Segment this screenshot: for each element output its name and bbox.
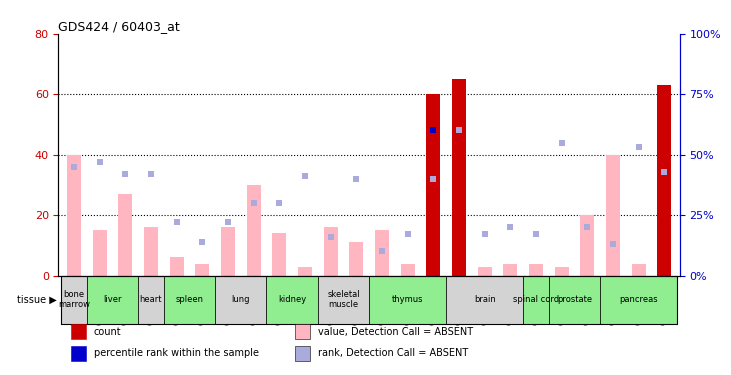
Text: value, Detection Call = ABSENT: value, Detection Call = ABSENT xyxy=(317,327,473,337)
Text: thymus: thymus xyxy=(392,295,423,304)
Bar xyxy=(71,346,86,361)
Bar xyxy=(138,276,164,324)
Bar xyxy=(272,233,287,276)
Bar xyxy=(426,267,440,276)
Bar xyxy=(267,276,318,324)
Bar xyxy=(87,276,138,324)
Bar xyxy=(452,79,466,276)
Text: spinal cord: spinal cord xyxy=(513,295,559,304)
Bar xyxy=(349,242,363,276)
Bar xyxy=(164,276,215,324)
Bar xyxy=(657,218,672,276)
Bar xyxy=(295,346,310,361)
Bar xyxy=(446,276,523,324)
Bar xyxy=(144,227,158,276)
Bar xyxy=(555,267,569,276)
Bar xyxy=(71,324,86,339)
Text: rank, Detection Call = ABSENT: rank, Detection Call = ABSENT xyxy=(317,348,468,358)
Text: GDS424 / 60403_at: GDS424 / 60403_at xyxy=(58,20,181,33)
Bar xyxy=(657,85,672,276)
Bar xyxy=(600,276,677,324)
Bar xyxy=(504,264,518,276)
Bar xyxy=(401,264,414,276)
Bar xyxy=(477,267,492,276)
Bar xyxy=(452,94,466,276)
Bar xyxy=(93,230,107,276)
Bar xyxy=(195,264,209,276)
Bar xyxy=(606,154,620,276)
Bar xyxy=(369,276,446,324)
Text: percentile rank within the sample: percentile rank within the sample xyxy=(94,348,259,358)
Bar xyxy=(324,227,338,276)
Text: skeletal
muscle: skeletal muscle xyxy=(327,290,360,309)
Bar xyxy=(295,324,310,339)
Text: heart: heart xyxy=(140,295,162,304)
Bar xyxy=(170,258,183,276)
Text: tissue ▶: tissue ▶ xyxy=(18,295,57,305)
Bar xyxy=(549,276,600,324)
Bar xyxy=(298,267,312,276)
Bar xyxy=(426,94,440,276)
Bar xyxy=(632,264,645,276)
Text: bone
marrow: bone marrow xyxy=(58,290,90,309)
Text: pancreas: pancreas xyxy=(619,295,658,304)
Bar xyxy=(246,185,261,276)
Bar xyxy=(221,227,235,276)
Bar xyxy=(523,276,549,324)
Text: liver: liver xyxy=(103,295,121,304)
Bar xyxy=(375,230,389,276)
Bar xyxy=(215,276,267,324)
Text: spleen: spleen xyxy=(175,295,203,304)
Bar xyxy=(67,154,81,276)
Text: kidney: kidney xyxy=(278,295,306,304)
Text: prostate: prostate xyxy=(557,295,592,304)
Bar xyxy=(580,215,594,276)
Text: count: count xyxy=(94,327,121,337)
Bar xyxy=(118,194,132,276)
Bar xyxy=(529,264,543,276)
Text: brain: brain xyxy=(474,295,496,304)
Bar xyxy=(61,276,87,324)
Bar xyxy=(318,276,369,324)
Text: lung: lung xyxy=(232,295,250,304)
